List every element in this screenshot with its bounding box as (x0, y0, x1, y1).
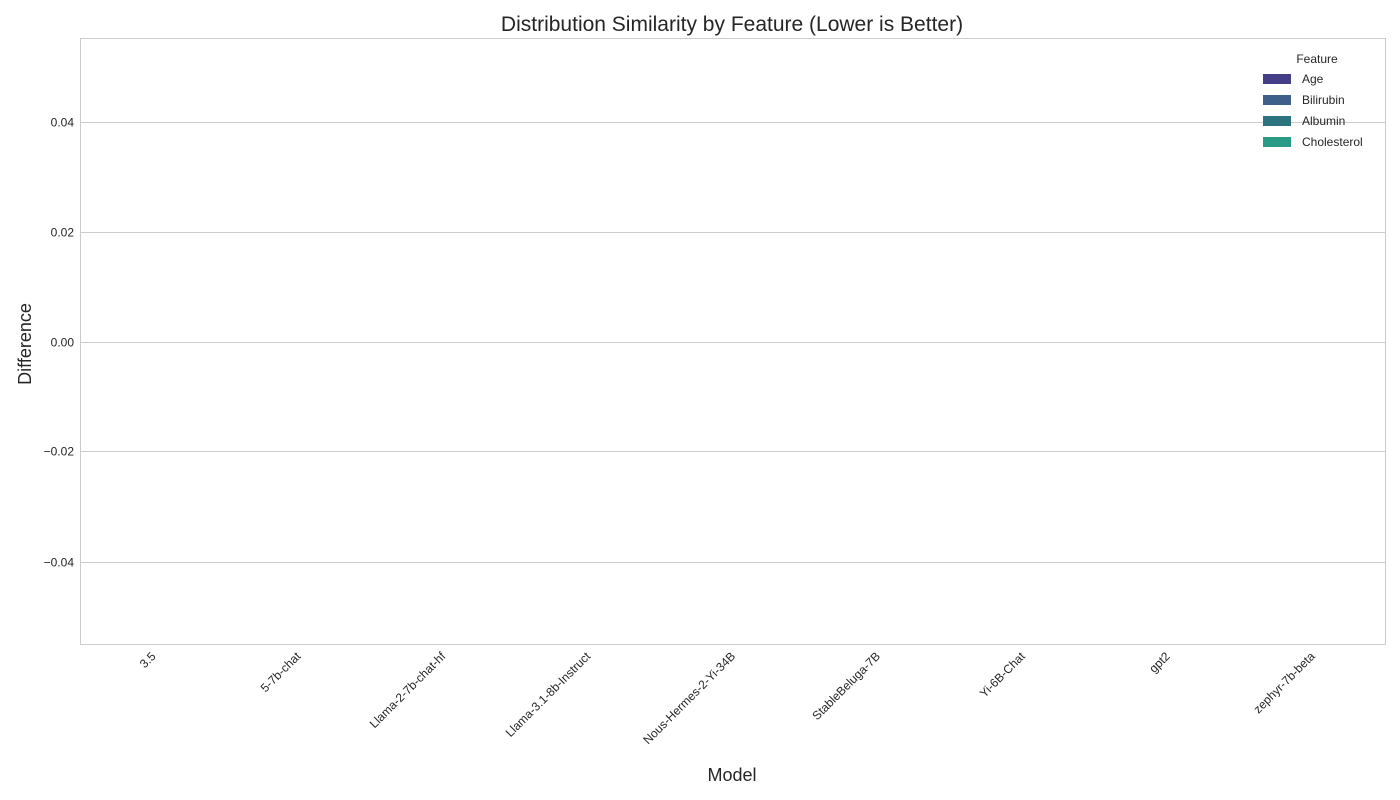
legend-label: Cholesterol (1302, 135, 1363, 149)
y-tick-label: 0.02 (51, 226, 75, 240)
y-tick-label: 0.04 (51, 116, 75, 130)
gridlines (81, 122, 1385, 563)
legend-swatch (1263, 74, 1291, 84)
y-tick-label: −0.04 (44, 556, 75, 570)
legend-swatch (1263, 95, 1291, 105)
legend-label: Bilirubin (1302, 93, 1345, 107)
legend-swatch (1263, 116, 1291, 126)
y-tick-labels: −0.04 −0.02 0.00 0.02 0.04 (44, 116, 75, 570)
legend-swatch (1263, 137, 1291, 147)
plot-frame (80, 38, 1386, 645)
legend: Feature Age Bilirubin Albumin Cholesterol (1263, 52, 1363, 149)
legend-label: Albumin (1302, 114, 1345, 128)
legend-title: Feature (1296, 52, 1338, 66)
y-tick-label: −0.02 (44, 445, 75, 459)
legend-label: Age (1302, 72, 1324, 86)
chart-title: Distribution Similarity by Feature (Lowe… (501, 13, 963, 36)
x-axis-label: Model (707, 765, 756, 785)
y-tick-label: 0.00 (51, 336, 75, 350)
y-axis-label: Difference (15, 303, 35, 385)
